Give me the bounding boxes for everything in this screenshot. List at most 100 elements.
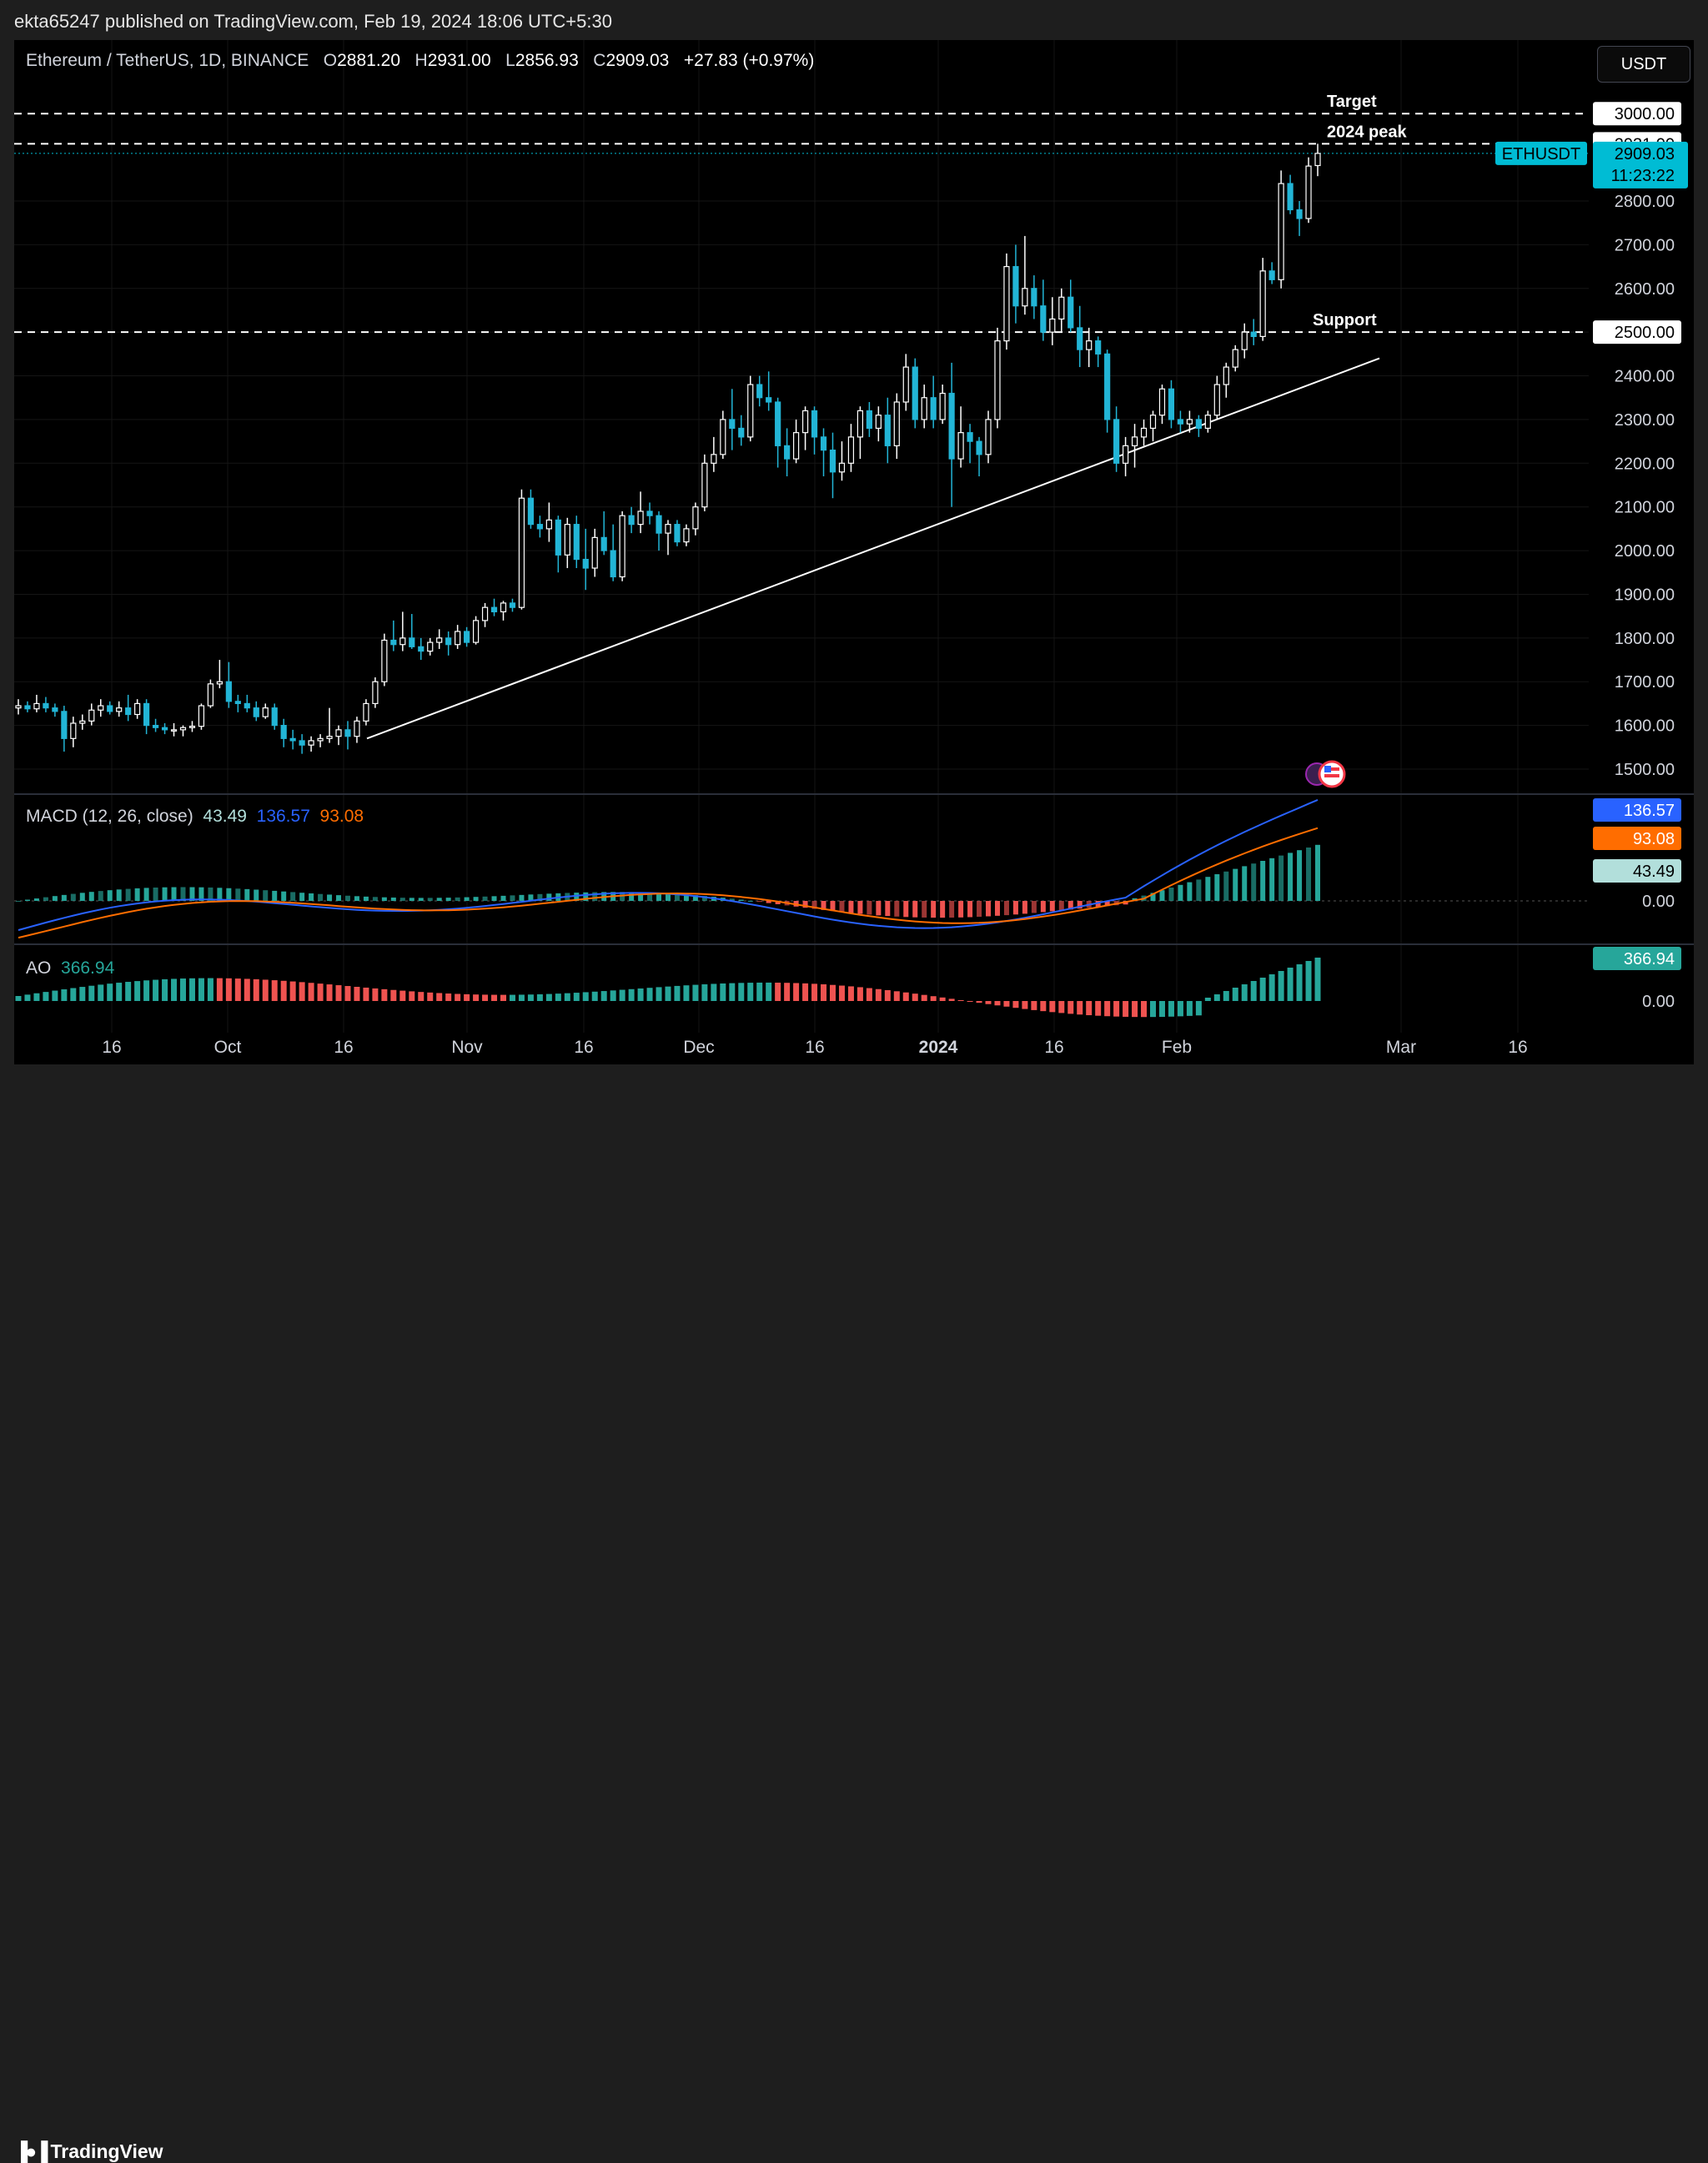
footer: ▐●▐ TradingView <box>0 1064 1708 2162</box>
candle-body <box>1168 388 1175 420</box>
candle-body <box>1040 305 1047 333</box>
candle-body <box>280 725 287 739</box>
macd-histogram-bar <box>885 901 891 917</box>
ao-bar <box>939 997 946 1001</box>
candle-body <box>875 415 882 429</box>
macd-histogram-bar <box>70 893 76 901</box>
candle-body <box>518 497 525 608</box>
ao-bar <box>436 993 443 1001</box>
candle-body <box>637 511 644 526</box>
candle-body <box>1149 415 1157 429</box>
candle-body <box>610 550 616 578</box>
ao-bar <box>326 984 333 1001</box>
macd-histogram-bar <box>977 901 982 918</box>
macd-histogram-bar <box>107 890 113 901</box>
candle-body <box>573 524 580 561</box>
macd-histogram-bar <box>1003 901 1009 916</box>
candle-body <box>308 740 314 746</box>
ao-bar <box>884 989 891 1001</box>
ao-bar <box>1241 984 1248 1001</box>
macd-histogram-bar <box>162 887 168 901</box>
candle-body <box>1204 415 1211 429</box>
price-chart-svg[interactable]: Target 2024 peak Support 1500.00 1600.00 170… <box>0 0 1708 1115</box>
candle-body <box>170 729 178 732</box>
candle-body <box>271 707 278 727</box>
candle-body <box>188 726 196 728</box>
ao-bar <box>1177 1001 1183 1017</box>
ao-bar <box>15 996 22 1001</box>
macd-histogram-bar <box>1315 844 1320 901</box>
candle-body <box>564 524 570 556</box>
candle-body <box>967 432 973 442</box>
candle-body <box>207 683 214 707</box>
macd-histogram-bar <box>519 894 525 901</box>
macd-histogram-bar <box>656 893 662 901</box>
ao-bar <box>464 993 470 1001</box>
macd-histogram-bar <box>1168 888 1174 901</box>
ao-bar <box>299 982 305 1001</box>
candle-body <box>455 631 461 646</box>
signal-badge <box>1593 827 1681 850</box>
candle-body <box>600 536 607 551</box>
candle-body <box>52 707 58 712</box>
candle-body <box>472 620 480 643</box>
candle-body <box>701 462 708 508</box>
ao-bar <box>1250 981 1257 1001</box>
ao-bar <box>363 987 369 1001</box>
ao-bar <box>775 983 781 1001</box>
macd-histogram-bar <box>208 887 214 901</box>
macd-histogram-bar <box>134 888 140 901</box>
candle-body <box>33 702 40 710</box>
candle-body <box>1177 419 1184 425</box>
macd-histogram-bar <box>272 890 278 901</box>
ao-bar <box>427 992 434 1001</box>
candle-body <box>1268 270 1275 280</box>
ao-bar <box>902 992 909 1001</box>
candle-body <box>665 524 671 534</box>
macd-histogram-bar <box>701 896 707 901</box>
ao-bar <box>79 987 86 1001</box>
countdown-text: 11:23:22 <box>1611 167 1675 185</box>
ao-bar <box>957 999 964 1001</box>
macd-histogram-bar <box>857 901 863 914</box>
ao-bar <box>555 993 561 1001</box>
macd-histogram-bar <box>52 896 58 901</box>
macd-line-value: 136.57 <box>256 807 310 826</box>
candle-body <box>500 602 507 613</box>
currency-button[interactable]: USDT <box>1597 46 1690 83</box>
low-value: 2856.93 <box>515 51 579 70</box>
macd-histogram-bar <box>88 892 94 901</box>
macd-histogram-bar <box>1049 901 1055 912</box>
ao-bar <box>1058 1001 1065 1014</box>
candle-body <box>509 602 516 608</box>
macd-histogram-bar <box>153 887 158 901</box>
candle-body <box>930 397 937 420</box>
candle-body <box>1287 183 1294 211</box>
macd-histogram-bar <box>994 901 1000 916</box>
tradingview-logo[interactable]: ▐●▐ TradingView <box>14 2140 163 2163</box>
ao-bar <box>811 983 818 1001</box>
macd-histogram-bar <box>1288 853 1294 901</box>
ao-bar <box>747 983 754 1001</box>
candle-body <box>234 701 241 705</box>
ao-bar <box>1040 1001 1047 1012</box>
level-annotation: Support <box>1313 311 1377 329</box>
macd-histogram-bar <box>692 895 698 901</box>
level-annotation: Target <box>1327 93 1377 111</box>
macd-histogram-bar <box>1022 901 1027 914</box>
ao-bar <box>545 993 552 1001</box>
macd-histogram-bar <box>455 897 460 901</box>
macd-histogram-bar <box>263 890 269 901</box>
candle-body <box>957 432 964 460</box>
ao-bar <box>857 987 863 1001</box>
ao-bar <box>683 985 690 1001</box>
macd-histogram-bar <box>766 901 771 903</box>
ao-bar <box>646 988 653 1001</box>
macd-histogram-bar <box>1251 863 1257 901</box>
ao-bar <box>509 994 515 1001</box>
candle-body <box>829 449 836 473</box>
macd-histogram-bar <box>903 901 909 918</box>
level-annotation: 2024 peak <box>1327 123 1408 141</box>
macd-histogram-bar <box>381 897 387 901</box>
ao-bar <box>536 993 543 1001</box>
